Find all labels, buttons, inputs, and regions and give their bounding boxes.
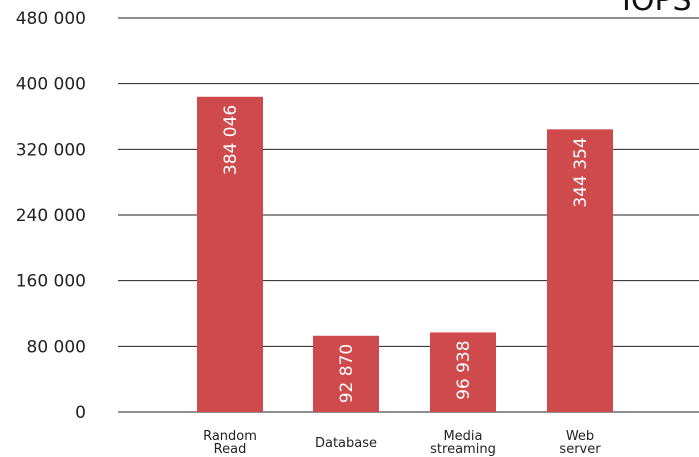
bars: 384 046 92 870 96 938 344 354 (197, 96, 613, 413)
bar-value-label: 92 870 (337, 344, 357, 403)
y-tick-label: 480 000 (16, 9, 86, 29)
bar (547, 129, 613, 412)
bar (430, 332, 496, 412)
x-tick-label: Media streaming (430, 429, 496, 457)
bar-value-label: 96 938 (454, 340, 474, 399)
y-tick-label: 400 000 (16, 75, 86, 95)
y-tick-label: 320 000 (16, 140, 86, 160)
x-tick-label: Random Read (203, 429, 257, 457)
bar-value-label: 384 046 (221, 105, 241, 175)
bar (313, 335, 379, 412)
x-tick-label: Database (315, 436, 377, 451)
y-tick-label: 0 (75, 403, 86, 423)
x-tick-label: Web server (559, 429, 601, 457)
y-tick-label: 160 000 (16, 272, 86, 292)
y-axis-ticks: 0 80 000 160 000 240 000 320 000 400 000 480 0… (16, 9, 86, 423)
x-axis-ticks: Random Read Database Media streaming Web serve… (203, 429, 601, 457)
bar-value-label: 344 354 (571, 137, 591, 207)
y-tick-label: 240 000 (16, 206, 86, 226)
y-tick-label: 80 000 (27, 337, 86, 357)
bar (197, 96, 263, 413)
chart-title: IOPS (622, 0, 692, 18)
